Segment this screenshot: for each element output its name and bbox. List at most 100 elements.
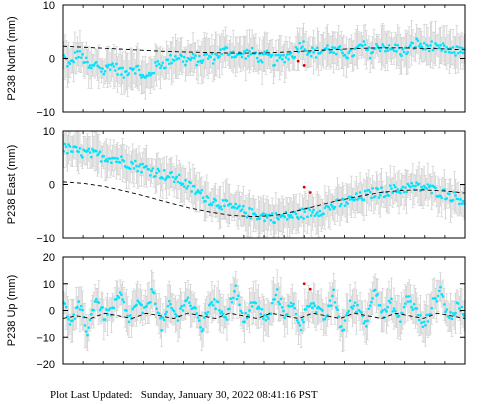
data-point xyxy=(88,151,92,154)
data-point xyxy=(420,45,423,48)
data-point xyxy=(460,305,464,309)
data-point xyxy=(333,301,337,304)
data-point xyxy=(312,208,315,212)
data-point xyxy=(209,55,212,59)
data-point xyxy=(249,52,253,56)
data-point xyxy=(351,307,354,310)
data-point xyxy=(396,43,400,47)
data-point xyxy=(81,308,84,312)
data-point xyxy=(306,215,309,219)
data-point xyxy=(198,319,201,322)
data-point xyxy=(182,304,186,307)
y-axis-label: P238 North (mm) xyxy=(6,16,18,100)
data-point xyxy=(297,50,300,54)
data-point xyxy=(145,304,148,308)
data-point xyxy=(343,204,347,207)
data-point xyxy=(460,46,464,50)
y-axis-label: P238 East (mm) xyxy=(6,145,18,224)
data-point xyxy=(105,308,108,311)
data-point xyxy=(265,315,269,318)
data-point xyxy=(270,53,274,57)
data-point xyxy=(67,318,70,321)
data-point xyxy=(214,199,217,202)
data-point xyxy=(78,49,82,53)
data-point xyxy=(241,204,245,208)
data-point xyxy=(370,300,373,304)
data-point xyxy=(151,167,155,170)
data-point xyxy=(149,73,152,77)
data-point xyxy=(367,46,371,49)
data-point xyxy=(444,310,447,314)
chart-panel-2: 10 0 −10 P238 East (mm) xyxy=(6,126,466,245)
data-point xyxy=(125,309,128,312)
data-point xyxy=(373,288,377,292)
data-point xyxy=(254,213,258,217)
data-point xyxy=(392,307,396,310)
data-point xyxy=(450,317,454,321)
data-point xyxy=(362,198,366,201)
data-point xyxy=(216,300,220,304)
data-point xyxy=(391,309,395,313)
data-point xyxy=(453,191,456,194)
data-point xyxy=(249,301,253,304)
data-point xyxy=(64,305,68,309)
data-point xyxy=(225,46,229,50)
data-point xyxy=(275,288,279,291)
data-point xyxy=(108,157,112,160)
data-point xyxy=(367,188,371,192)
y-tick-label: 10 xyxy=(43,279,55,291)
data-point xyxy=(167,175,171,179)
data-point xyxy=(79,56,83,59)
data-point xyxy=(128,314,132,317)
data-point xyxy=(410,181,413,185)
data-point xyxy=(172,309,176,313)
data-point xyxy=(73,317,77,320)
data-point xyxy=(333,46,337,50)
data-point xyxy=(312,51,315,54)
data-point xyxy=(201,196,205,200)
data-point xyxy=(206,196,210,199)
data-point xyxy=(164,313,167,316)
data-point xyxy=(393,309,397,313)
data-point xyxy=(308,208,312,212)
data-point xyxy=(230,55,234,59)
data-point xyxy=(220,52,224,56)
data-point xyxy=(383,194,387,198)
data-point xyxy=(424,323,427,327)
data-point xyxy=(429,184,432,188)
data-point xyxy=(265,49,269,53)
data-point xyxy=(147,168,151,171)
data-point xyxy=(289,301,293,305)
data-point xyxy=(137,165,141,168)
data-point xyxy=(149,174,152,177)
data-point xyxy=(125,69,128,73)
data-point xyxy=(363,319,367,323)
data-point xyxy=(140,76,143,79)
data-point xyxy=(220,208,224,211)
data-point xyxy=(76,50,79,53)
data-point xyxy=(377,196,381,199)
data-point xyxy=(309,302,313,305)
data-point xyxy=(229,202,233,206)
data-point xyxy=(447,316,451,319)
data-point xyxy=(154,174,157,178)
data-point xyxy=(378,304,382,307)
data-point xyxy=(363,189,367,193)
data-point xyxy=(116,73,119,76)
data-point xyxy=(269,312,273,315)
data-point xyxy=(118,291,122,294)
data-point xyxy=(331,294,334,298)
data-point xyxy=(268,53,271,56)
data-point xyxy=(171,175,175,179)
data-point xyxy=(66,64,69,68)
data-point xyxy=(273,297,276,301)
data-point xyxy=(270,212,274,215)
data-point xyxy=(297,217,300,220)
data-point xyxy=(184,179,187,182)
data-point xyxy=(279,54,283,57)
data-point xyxy=(189,58,192,62)
data-point xyxy=(289,213,293,217)
data-point xyxy=(254,301,258,305)
data-point xyxy=(106,160,109,163)
data-point xyxy=(86,333,89,337)
